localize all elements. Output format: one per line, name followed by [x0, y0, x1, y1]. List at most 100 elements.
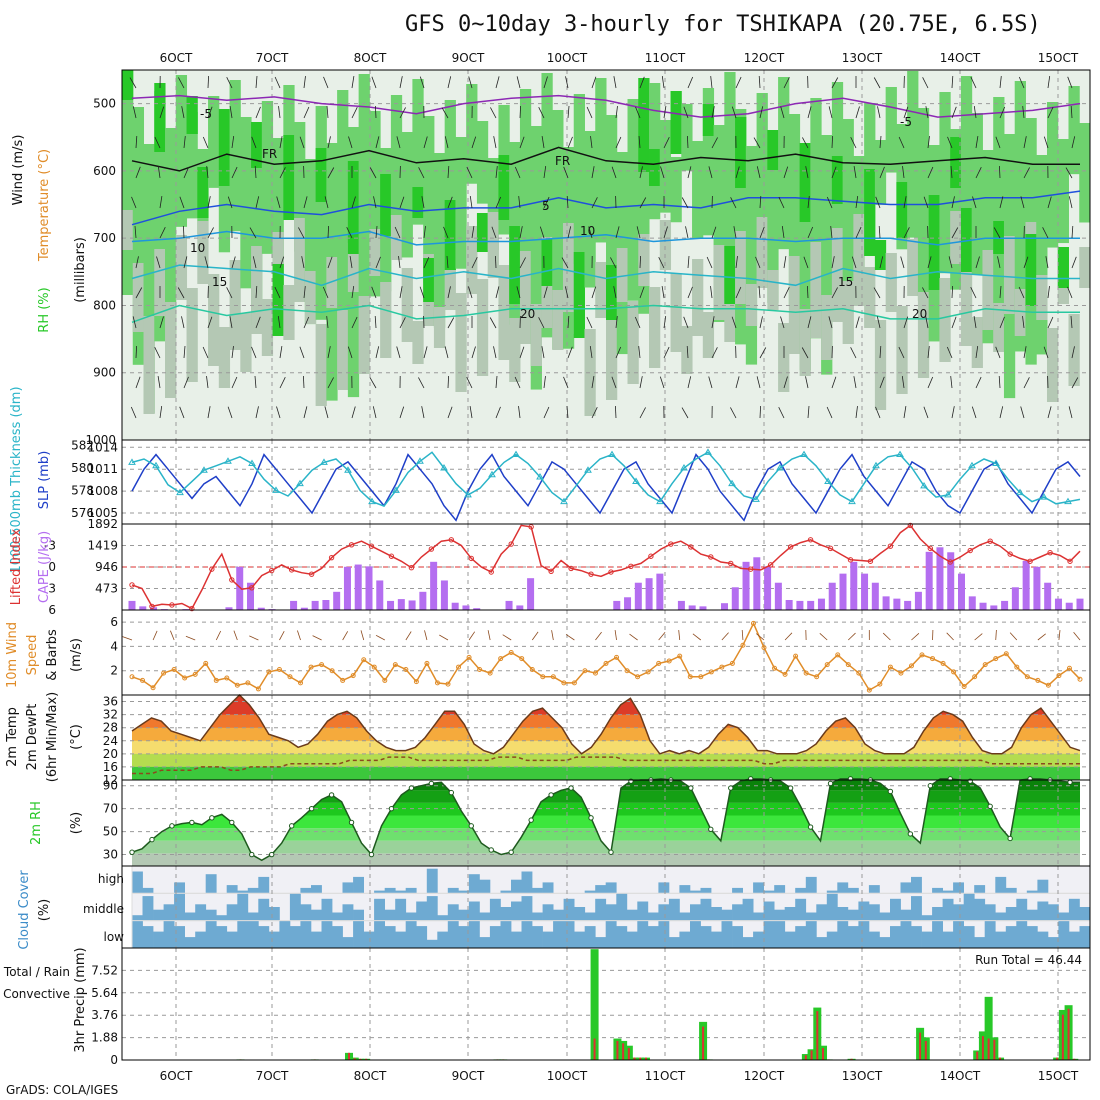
- wind-speed-point: [498, 656, 504, 662]
- rh-cell-mid: [423, 116, 435, 284]
- temp-tick-20: 20: [103, 747, 118, 761]
- li-tick--3: -3: [44, 539, 56, 553]
- wind-barb: [615, 226, 620, 239]
- wind-speed-point: [413, 679, 419, 685]
- cloud-middle-bar: [563, 898, 575, 921]
- wind-barb: [831, 166, 837, 179]
- rh-cell-light: [681, 326, 693, 374]
- li-tick-0: 0: [48, 560, 56, 574]
- wind-barb: [783, 166, 789, 179]
- wind-barb: [708, 376, 713, 389]
- wind-barb: [925, 106, 929, 119]
- cloud-low-bar: [616, 926, 628, 948]
- wind-speed-point: [687, 674, 693, 680]
- wind-barb: [468, 76, 473, 89]
- rh-cell-dark: [197, 167, 209, 218]
- wind-barb: [875, 406, 881, 419]
- cloud-low-bar: [574, 931, 586, 948]
- wind-speed-point: [982, 662, 988, 668]
- cloud-high-bar: [700, 887, 712, 894]
- wind-barb: [783, 287, 790, 299]
- wind-barb: [178, 77, 185, 89]
- thick-tick-580: 580: [71, 461, 94, 475]
- surface-wind-barb: [847, 632, 856, 641]
- li-point: [947, 559, 953, 565]
- wind-speed-point: [877, 681, 883, 687]
- wind-barb: [975, 256, 980, 269]
- wind-barb: [903, 316, 909, 329]
- contour-label-9: -5: [900, 115, 912, 129]
- rh-cell-mid: [874, 140, 887, 205]
- wind-speed-point: [529, 667, 535, 672]
- wind-barb: [1023, 136, 1027, 149]
- thickness-point: [968, 461, 976, 469]
- cloud-middle-bar: [574, 907, 586, 921]
- wind-speed-point: [371, 664, 377, 670]
- rh-cell-light: [649, 287, 661, 368]
- cloud-middle-bar: [995, 912, 1007, 921]
- temp-tick-16: 16: [103, 760, 118, 774]
- li-ylabel: Lifted Index: [9, 528, 24, 605]
- cloud-low-bar: [837, 920, 849, 948]
- rh-cell-mid: [433, 153, 446, 328]
- wind-barb: [758, 285, 761, 299]
- wind-barb: [711, 106, 715, 119]
- wind-barb: [495, 286, 500, 299]
- cloud-low-bar: [1016, 920, 1028, 948]
- li-point: [987, 538, 993, 544]
- cloud-middle-bar: [890, 898, 901, 921]
- wind-barb: [254, 375, 257, 389]
- rh-cell-light: [390, 215, 403, 260]
- rh-cell-dark: [950, 137, 962, 188]
- contour-label-1: FR: [262, 147, 277, 161]
- wind-ylabel-3: & Barbs: [45, 629, 60, 681]
- wind-barb: [135, 345, 137, 359]
- cloud-low-bar: [132, 920, 143, 948]
- rh-cell-light: [261, 299, 274, 356]
- cloud-middle-bar: [489, 898, 501, 921]
- cloud-middle-bar: [521, 896, 533, 921]
- rh-point: [169, 823, 175, 829]
- wind-speed-point: [919, 652, 925, 658]
- rh-point: [827, 780, 834, 787]
- cloud-middle-bar: [963, 893, 975, 921]
- wind-speed-point: [140, 677, 146, 683]
- surface-wind-barb: [741, 629, 744, 641]
- rh-point: [787, 785, 794, 791]
- rh-point: [548, 792, 554, 798]
- cloud-low-bar: [753, 931, 764, 948]
- wind-barb: [783, 77, 790, 89]
- wind-barb: [660, 166, 665, 179]
- wind-barb: [129, 77, 137, 89]
- cloud-middle-bar: [837, 907, 849, 921]
- rh-point: [368, 851, 375, 858]
- rh-point: [508, 849, 514, 855]
- rh-point: [249, 851, 255, 858]
- run-total-annotation: Run Total = 46.44: [975, 953, 1082, 967]
- wind-barb: [878, 225, 881, 239]
- wind-barb: [251, 346, 257, 359]
- wind-barb: [565, 76, 569, 89]
- rh-cell-light: [756, 217, 768, 288]
- cape-bar: [882, 596, 890, 610]
- wind-barb: [970, 76, 977, 89]
- cape-bar: [247, 582, 254, 610]
- wind-speed-point: [908, 663, 914, 669]
- wind-barb: [639, 407, 646, 419]
- wind-barb: [683, 316, 689, 329]
- rh-cell-light: [347, 243, 360, 292]
- precip-ylabel-total: Total / Rain: [3, 965, 70, 979]
- temp-ylabel-units: (°C): [69, 724, 84, 750]
- cape-bar: [343, 566, 351, 610]
- cloud-low-bar: [584, 926, 596, 948]
- cape-ylabel: CAPE (J/kg): [37, 531, 52, 603]
- cloud-high-bar: [447, 887, 459, 894]
- cape-bar: [397, 599, 405, 610]
- surface-wind-barb: [233, 630, 238, 641]
- wind-barb: [491, 226, 497, 239]
- surface-wind-barb: [629, 633, 638, 641]
- wind-speed-point: [856, 670, 862, 676]
- precip-conv-bar: [353, 1058, 356, 1060]
- cloud-middle-bar: [679, 912, 691, 921]
